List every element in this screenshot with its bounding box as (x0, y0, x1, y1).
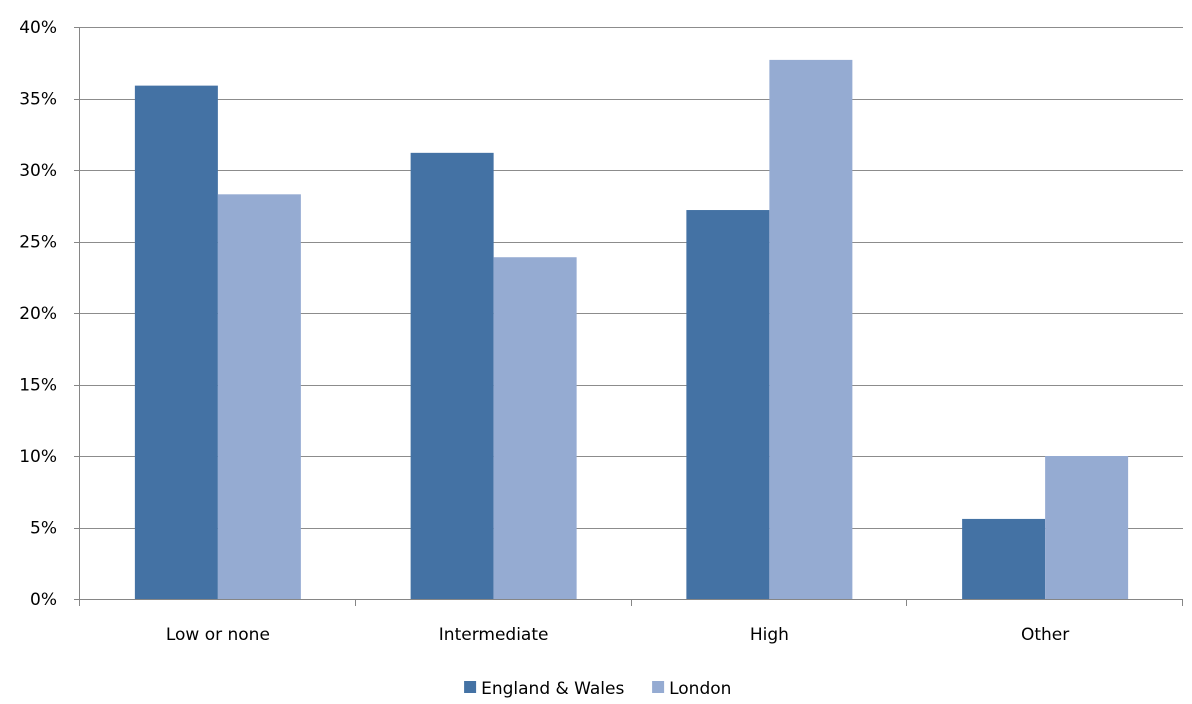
x-tick-label: Intermediate (439, 625, 549, 645)
y-tick-label: 40% (19, 18, 57, 38)
bar (493, 257, 577, 599)
y-tick-label: 15% (19, 376, 57, 396)
legend-swatch (464, 681, 477, 693)
y-tick-label: 10% (19, 447, 57, 467)
x-tick-labels: Low or none Intermediate High Other (166, 625, 1069, 645)
y-tick-label: 20% (19, 304, 57, 324)
y-tick-label: 5% (30, 519, 57, 539)
x-tick-label: Low or none (166, 625, 270, 645)
bar (962, 518, 1046, 599)
legend-label: London (669, 679, 731, 699)
y-tick-label: 25% (19, 233, 57, 253)
y-tick-labels: 0% 5% 10% 15% 20% 25% 30% 35% 40% (19, 18, 57, 610)
bar (1045, 456, 1129, 599)
x-tick-label: High (750, 625, 789, 645)
y-tick-label: 0% (30, 590, 57, 610)
legend: England & Wales London (464, 679, 731, 699)
bar (410, 152, 494, 599)
bar (134, 85, 218, 599)
y-tick-label: 35% (19, 90, 57, 110)
legend-label: England & Wales (481, 679, 624, 699)
legend-swatch (652, 681, 665, 693)
bar (686, 210, 770, 600)
bar (217, 194, 301, 599)
axes (74, 27, 1183, 606)
y-tick-label: 30% (19, 161, 57, 181)
bars (134, 59, 1129, 600)
x-tick-label: Other (1021, 625, 1069, 645)
bar (769, 59, 853, 599)
